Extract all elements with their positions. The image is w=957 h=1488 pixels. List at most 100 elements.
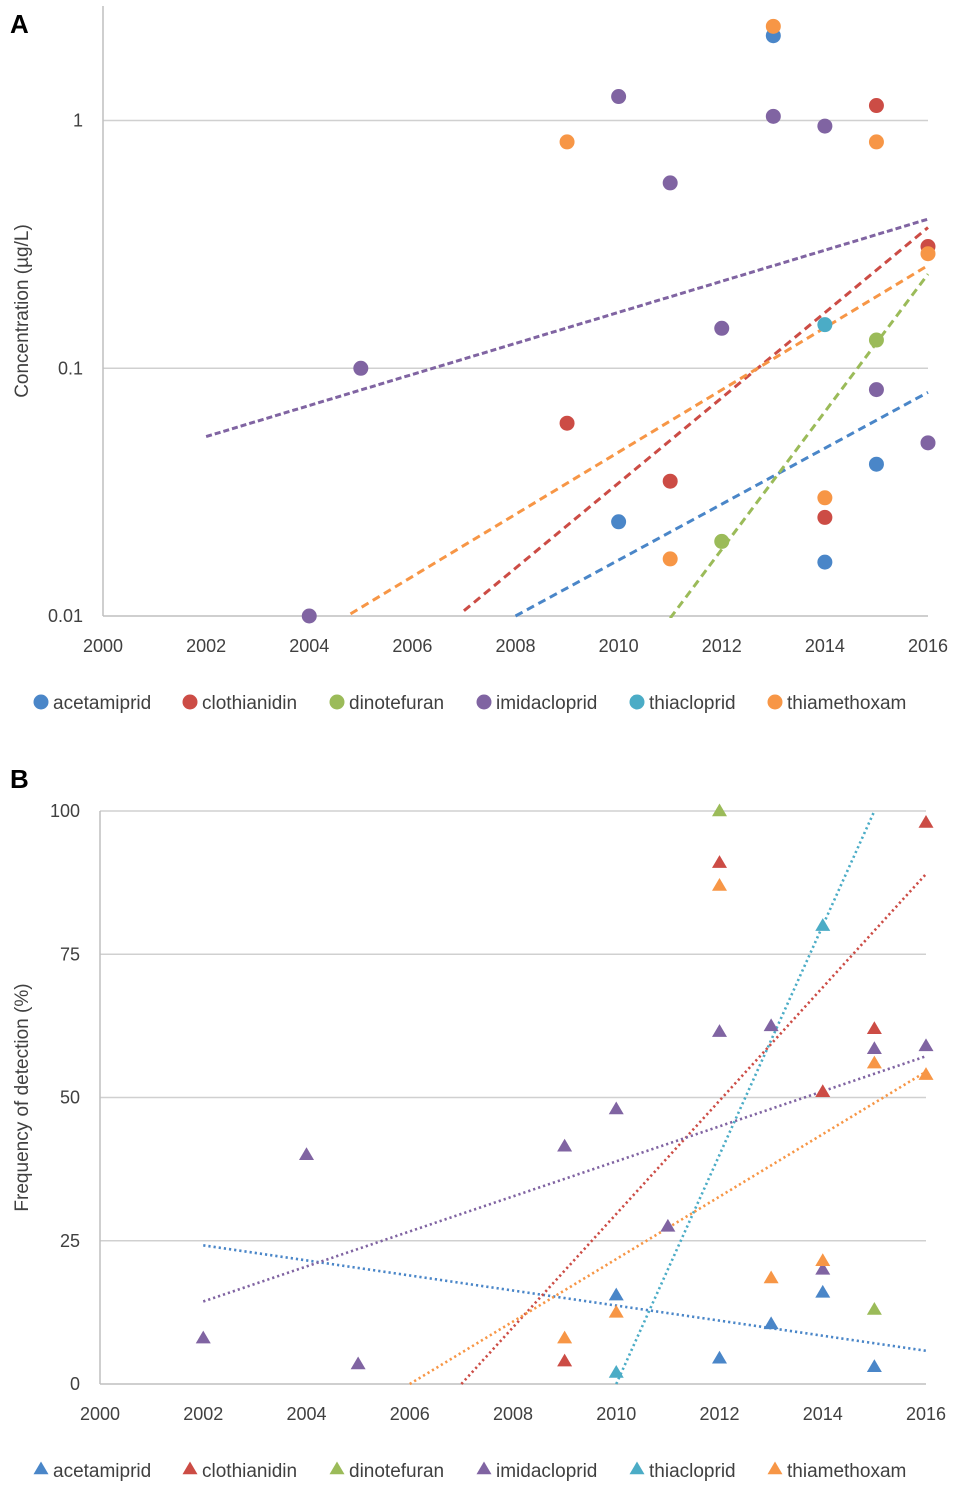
legend-item-imidacloprid: imidacloprid [476,1461,597,1482]
x-tick-label: 2006 [390,1404,430,1424]
legend-label: clothianidin [202,1461,297,1482]
point-imidacloprid-2011 [660,1218,676,1232]
y-tick-label: 0 [70,1374,80,1394]
legend-marker-acetamiprid [33,694,49,710]
legend-marker-thiamethoxam [767,694,783,710]
x-tick-label: 2014 [805,636,845,656]
legend-label: thiamethoxam [787,693,906,714]
point-dinotefuran-2012 [712,803,727,817]
point-acetamiprid-2014 [815,1284,831,1298]
point-clothianidin-2015 [866,1021,882,1034]
panel-label-b: B [10,764,29,794]
point-thiacloprid-2014 [817,317,833,333]
legend-marker-imidacloprid [476,694,492,710]
y-tick-label: 50 [60,1088,80,1108]
x-tick-label: 2016 [908,636,948,656]
point-clothianidin-2014 [817,509,833,525]
point-clothianidin-2011 [662,473,678,489]
point-thiamethoxam-2012 [712,877,727,891]
point-acetamiprid-2015 [866,1359,882,1373]
legend-item-thiamethoxam: thiamethoxam [767,693,906,714]
x-tick-label: 2002 [183,1404,223,1424]
point-clothianidin-2009 [559,415,575,431]
point-acetamiprid-2015 [868,456,884,472]
point-thiamethoxam-2015 [868,134,884,150]
point-clothianidin-2016 [918,814,934,828]
legend-b: acetamiprid clothianidin dinotefuran imidac… [33,1461,906,1482]
trendline-acetamiprid [514,390,929,618]
point-imidacloprid-2016 [918,1038,934,1052]
point-imidacloprid-2016 [920,435,936,451]
legend-label: acetamiprid [53,693,151,714]
point-thiamethoxam-2013 [763,1270,779,1284]
x-tick-label: 2014 [803,1404,843,1424]
point-thiamethoxam-2016 [918,1067,934,1080]
legend-item-acetamiprid: acetamiprid [33,693,151,714]
trendline-acetamiprid [203,1244,927,1353]
legend-label: thiamethoxam [787,1461,906,1482]
legend-item-imidacloprid: imidacloprid [476,693,597,714]
legend-label: thiacloprid [649,1461,736,1482]
legend-label: clothianidin [202,693,297,714]
legend-item-dinotefuran: dinotefuran [329,693,444,714]
y-tick-label: 1 [73,111,83,131]
x-tick-label: 2008 [495,636,535,656]
trendline-imidacloprid [202,1055,927,1303]
legend-item-clothianidin: clothianidin [182,1461,297,1482]
point-thiamethoxam-2016 [920,246,936,262]
x-tick-label: 2010 [599,636,639,656]
trendline-clothianidin [460,873,927,1385]
point-clothianidin-2015 [868,98,884,114]
legend-label: dinotefuran [349,1461,444,1482]
point-dinotefuran-2015 [868,332,884,348]
legend-marker-imidacloprid [476,1461,492,1475]
trendline-thiacloprid [615,810,876,1385]
point-imidacloprid-2010 [608,1101,624,1115]
y-tick-label: 100 [50,801,80,821]
legend-label: dinotefuran [349,693,444,714]
point-imidacloprid-2002 [195,1330,211,1344]
legend-marker-dinotefuran [329,1461,345,1475]
point-clothianidin-2012 [712,855,727,868]
point-acetamiprid-2013 [763,1316,779,1330]
x-tick-label: 2012 [702,636,742,656]
point-acetamiprid-2010 [611,514,627,530]
legend-marker-thiamethoxam [767,1461,783,1475]
x-tick-label: 2004 [286,1404,326,1424]
trendline-clothianidin [462,226,929,612]
legend-item-clothianidin: clothianidin [182,693,297,714]
x-tick-label: 2012 [699,1404,739,1424]
point-dinotefuran-2012 [714,533,730,549]
point-thiamethoxam-2015 [866,1055,882,1069]
legend-marker-acetamiprid [33,1461,49,1475]
point-thiacloprid-2010 [608,1365,624,1378]
data-points [301,18,936,624]
x-tick-label: 2008 [493,1404,533,1424]
point-imidacloprid-2015 [866,1041,882,1055]
point-thiamethoxam-2009 [559,134,575,150]
x-tick-label: 2006 [392,636,432,656]
point-thiamethoxam-2014 [815,1253,831,1267]
point-imidacloprid-2015 [868,382,884,398]
point-imidacloprid-2009 [557,1138,573,1152]
x-tick-label: 2010 [596,1404,636,1424]
legend-label: imidacloprid [496,1461,597,1482]
point-acetamiprid-2012 [712,1350,727,1364]
point-acetamiprid-2010 [608,1287,624,1301]
legend-item-dinotefuran: dinotefuran [329,1461,444,1482]
point-imidacloprid-2014 [815,1261,831,1275]
trendline-dinotefuran [668,273,930,618]
legend-marker-dinotefuran [329,694,345,710]
legend-a: acetamiprid clothianidin dinotefuran imidac… [33,693,906,714]
legend-item-thiacloprid: thiacloprid [629,1461,736,1482]
point-imidacloprid-2013 [765,108,781,124]
point-imidacloprid-2005 [350,1356,366,1370]
x-tick-label: 2000 [83,636,123,656]
legend-item-thiamethoxam: thiamethoxam [767,1461,906,1482]
legend-marker-thiacloprid [629,694,645,710]
point-imidacloprid-2012 [712,1024,727,1037]
y-tick-label: 75 [60,944,80,964]
x-tick-label: 2002 [186,636,226,656]
legend-marker-clothianidin [182,694,198,710]
